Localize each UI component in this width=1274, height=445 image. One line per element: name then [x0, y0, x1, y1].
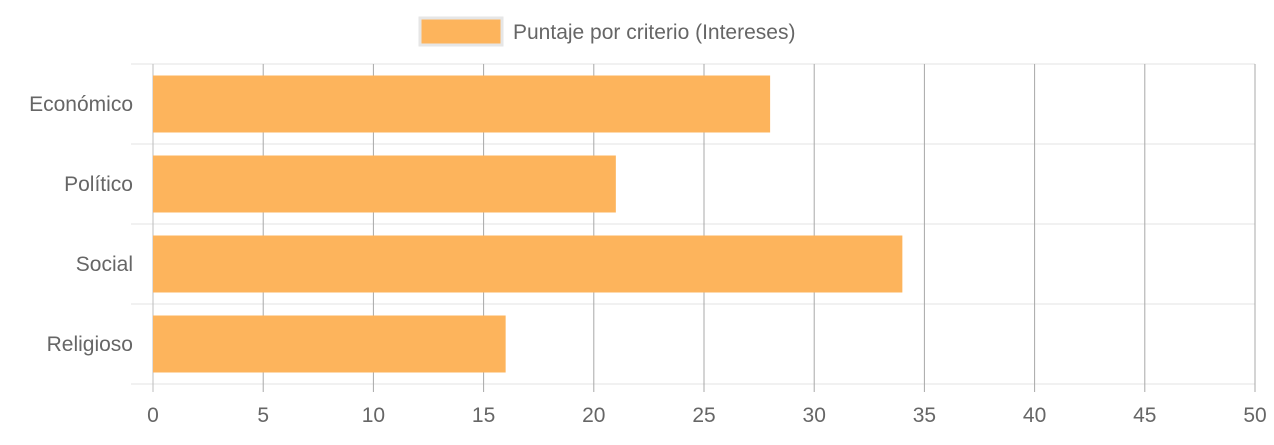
x-tick-label: 50 [1243, 404, 1266, 427]
bar[interactable] [153, 155, 616, 213]
x-axis-labels: 0 5 10 15 20 25 30 35 40 45 50 [147, 404, 1267, 427]
x-tick-label: 35 [913, 404, 936, 427]
legend-label: Puntaje por criterio (Intereses) [513, 21, 795, 44]
y-category-label: Económico [29, 93, 133, 116]
x-tick-label: 0 [147, 404, 159, 427]
x-tick-label: 15 [472, 404, 495, 427]
y-category-label: Social [76, 253, 133, 276]
legend[interactable]: Puntaje por criterio (Intereses) [418, 16, 795, 47]
y-axis-labels: Económico Político Social Religioso [29, 93, 133, 356]
bar[interactable] [153, 75, 771, 133]
x-tick-label: 5 [257, 404, 269, 427]
x-tick-label: 10 [362, 404, 385, 427]
x-tick-label: 25 [692, 404, 715, 427]
bar[interactable] [153, 315, 506, 373]
x-tick-label: 45 [1133, 404, 1156, 427]
x-tick-label: 40 [1023, 404, 1046, 427]
bars [153, 75, 903, 373]
legend-swatch [418, 16, 504, 47]
x-tick-label: 20 [582, 404, 605, 427]
y-category-label: Político [64, 173, 133, 196]
x-tick-label: 30 [803, 404, 826, 427]
bar[interactable] [153, 235, 903, 293]
y-category-label: Religioso [47, 333, 133, 356]
